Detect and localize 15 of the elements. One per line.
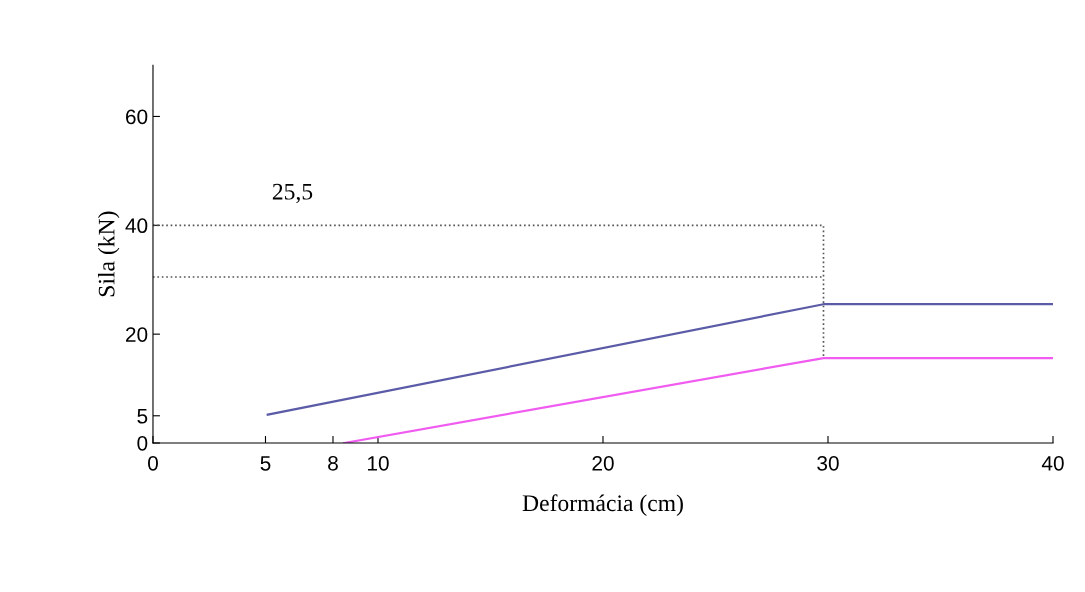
y-tick-label: 0 (137, 435, 148, 451)
y-tick-label: 5 (137, 409, 148, 424)
y-tick-label: 20 (126, 327, 148, 342)
x-axis-title: Deformácia (cm) (522, 494, 683, 516)
x-tick-label: 0 (148, 455, 158, 471)
x-tick-label: 10 (367, 455, 389, 471)
x-tick-label: 5 (260, 456, 271, 471)
x-tick-label: 8 (328, 455, 338, 471)
annotation: 25,5 (272, 183, 313, 204)
y-axis-title: Sila (kN) (97, 211, 120, 297)
x-tick-label: 20 (592, 455, 614, 471)
x-tick-label: 40 (1041, 455, 1064, 471)
x-tick-label: 30 (817, 455, 839, 471)
y-tick-label: 60 (126, 109, 148, 125)
y-tick-label: 40 (125, 218, 148, 234)
